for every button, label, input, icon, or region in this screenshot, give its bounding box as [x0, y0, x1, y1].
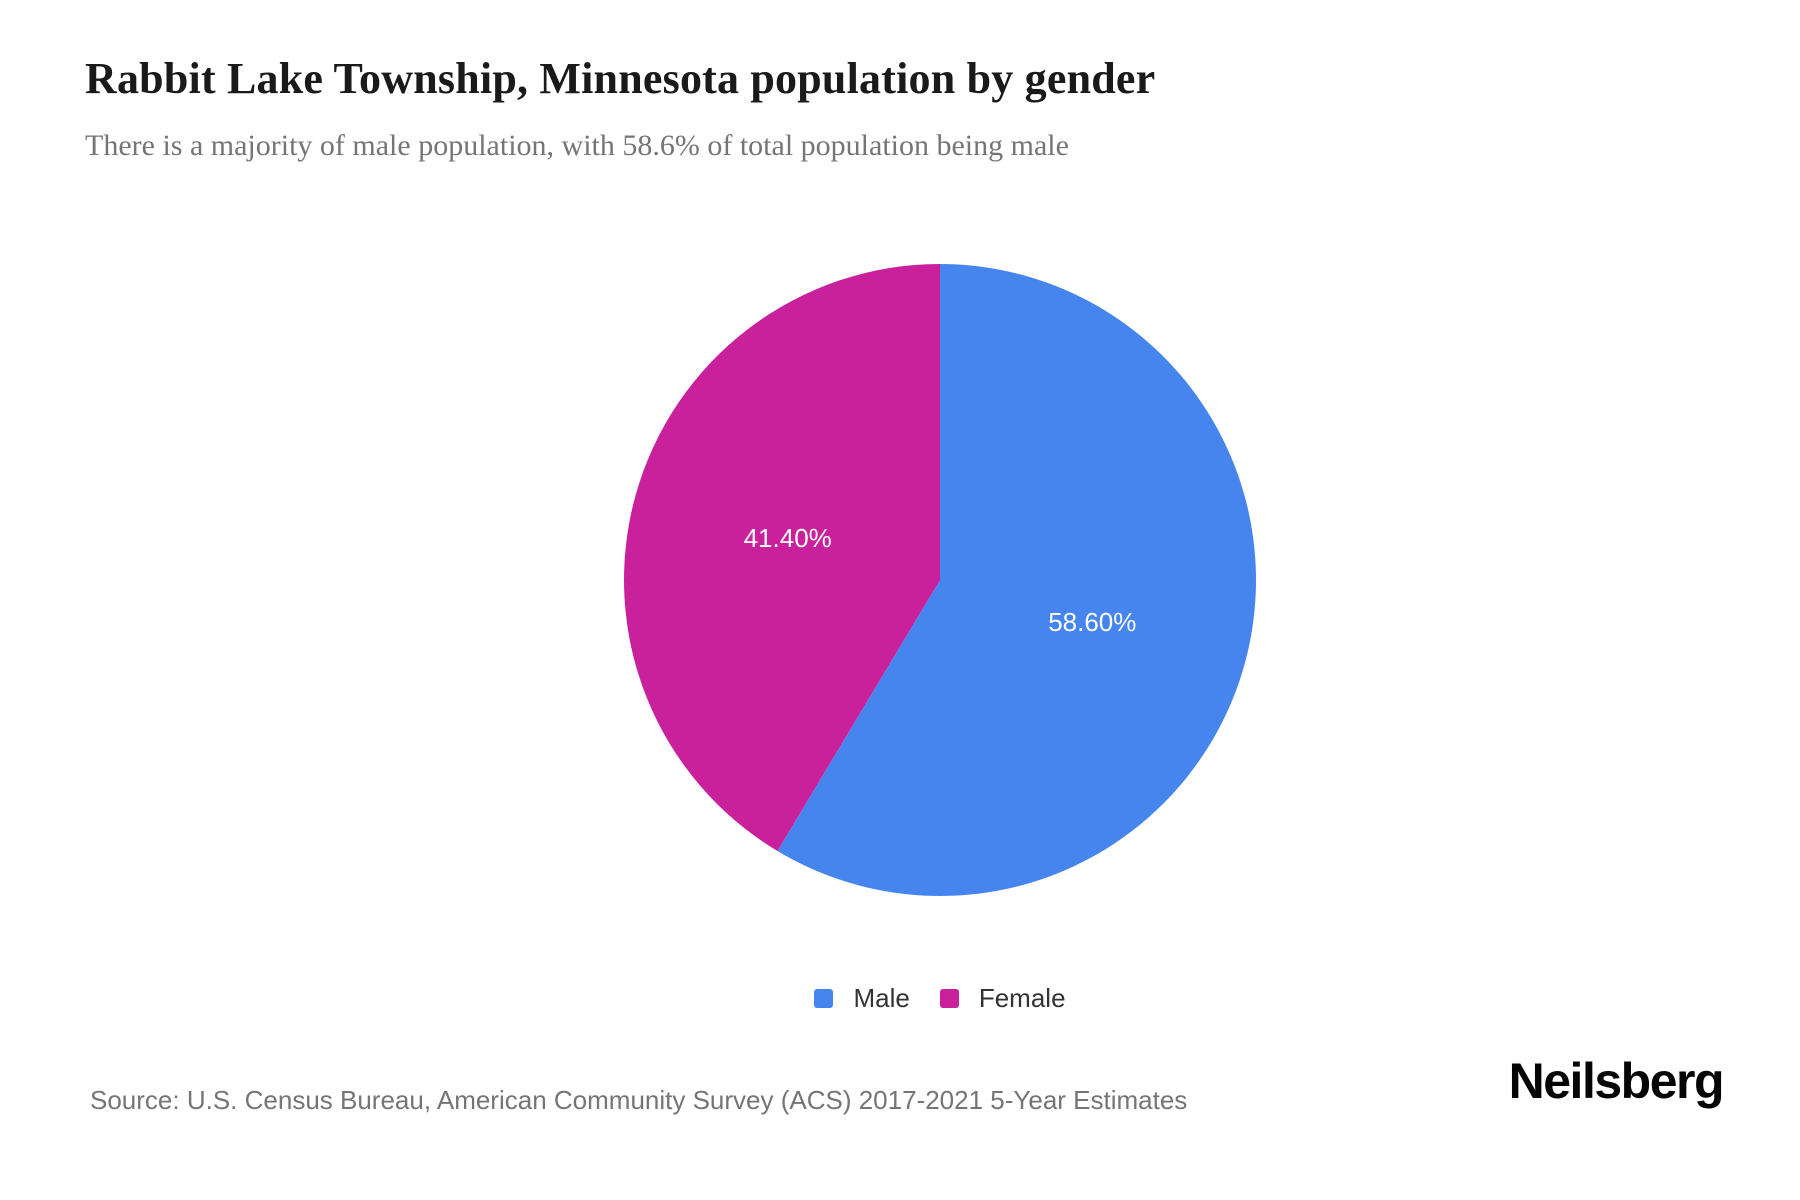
legend-swatch-male [814, 989, 834, 1008]
pie-label-male: 58.60% [1048, 607, 1136, 637]
pie-slice-male[interactable] [777, 264, 1257, 896]
legend-swatch-female [939, 989, 959, 1008]
page-subtitle: There is a majority of male population, … [85, 129, 1069, 162]
legend-label-male: Male [853, 983, 910, 1013]
legend-item-female[interactable]: Female [939, 983, 1066, 1014]
source-note: Source: U.S. Census Bureau, American Com… [90, 1085, 1188, 1115]
legend-label-female: Female [978, 983, 1066, 1013]
pie-slice-female[interactable] [624, 264, 940, 851]
pie-label-female: 41.40% [744, 523, 832, 553]
legend-item-male[interactable]: Male [814, 983, 910, 1014]
legend: Male Female [40, 983, 1800, 1014]
page-title: Rabbit Lake Township, Minnesota populati… [85, 54, 1156, 103]
neilsberg-logo: Neilsberg [1508, 1053, 1725, 1109]
